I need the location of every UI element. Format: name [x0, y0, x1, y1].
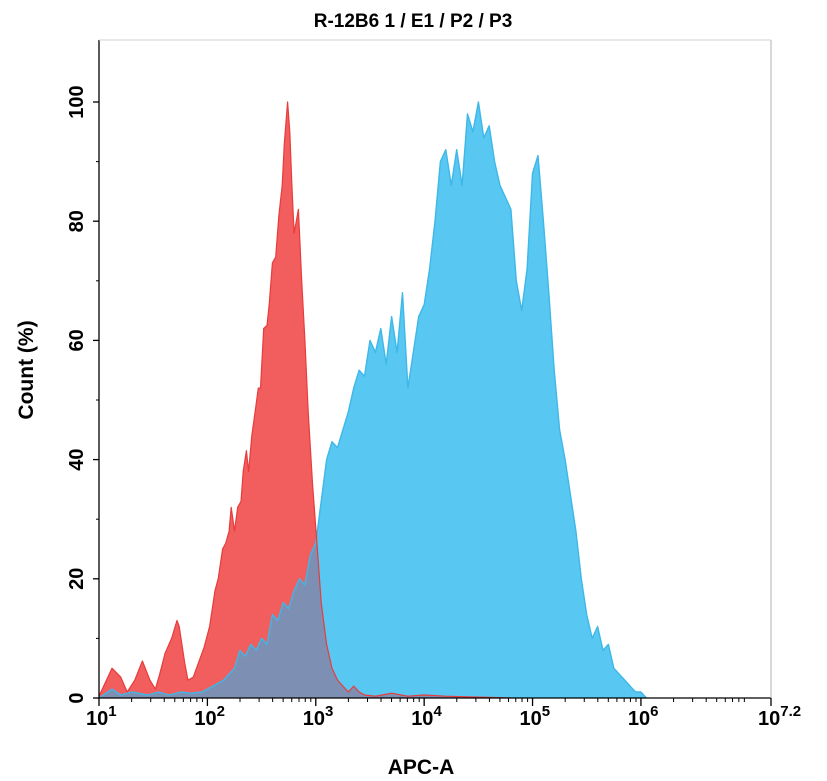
y-tick-label: 0: [66, 692, 88, 703]
x-tick-exponent: 6: [650, 703, 658, 720]
x-tick-labels: 101 102 103 104 105 106 107.2: [86, 703, 801, 730]
x-tick-base: 10: [628, 708, 650, 730]
x-tick-label: 101: [86, 703, 117, 730]
x-tick-exponent: 5: [542, 703, 550, 720]
x-tick-exponent: 4: [433, 703, 442, 720]
y-tick-label: 40: [66, 448, 88, 470]
x-tick-exponent: 3: [325, 703, 333, 720]
x-tick-label: 104: [411, 703, 442, 730]
x-axis-label: APC-A: [388, 756, 455, 779]
y-axis-label: Count (%): [15, 320, 38, 419]
axes: [93, 39, 772, 706]
series-line-blue: [99, 101, 648, 698]
y-tick-label: 100: [66, 85, 88, 118]
x-tick-base: 10: [411, 708, 433, 730]
y-tick-label: 60: [66, 329, 88, 351]
x-tick-label: 105: [520, 703, 551, 730]
x-tick-label: 102: [194, 703, 225, 730]
chart-title: R-12B6 1 / E1 / P2 / P3: [314, 11, 513, 32]
x-tick-exponent: 1: [108, 703, 116, 720]
y-tick-labels: 0 20 40 60 80 100: [66, 85, 88, 703]
y-tick-label: 20: [66, 568, 88, 590]
x-tick-exponent: 2: [217, 703, 225, 720]
x-tick-label: 107.2: [758, 703, 801, 730]
series-area-blue: [99, 102, 647, 698]
series-area-red: [99, 102, 511, 698]
x-tick-base: 10: [758, 708, 780, 730]
x-tick-base: 10: [194, 708, 216, 730]
x-tick-label: 106: [628, 703, 659, 730]
x-tick-exponent: 7.2: [780, 703, 801, 720]
x-tick-base: 10: [303, 708, 325, 730]
x-tick-base: 10: [86, 708, 108, 730]
y-tick-label: 80: [66, 210, 88, 232]
x-tick-label: 103: [303, 703, 334, 730]
plot-area: [99, 101, 648, 698]
series-line-red: [99, 101, 512, 698]
x-tick-base: 10: [520, 708, 542, 730]
